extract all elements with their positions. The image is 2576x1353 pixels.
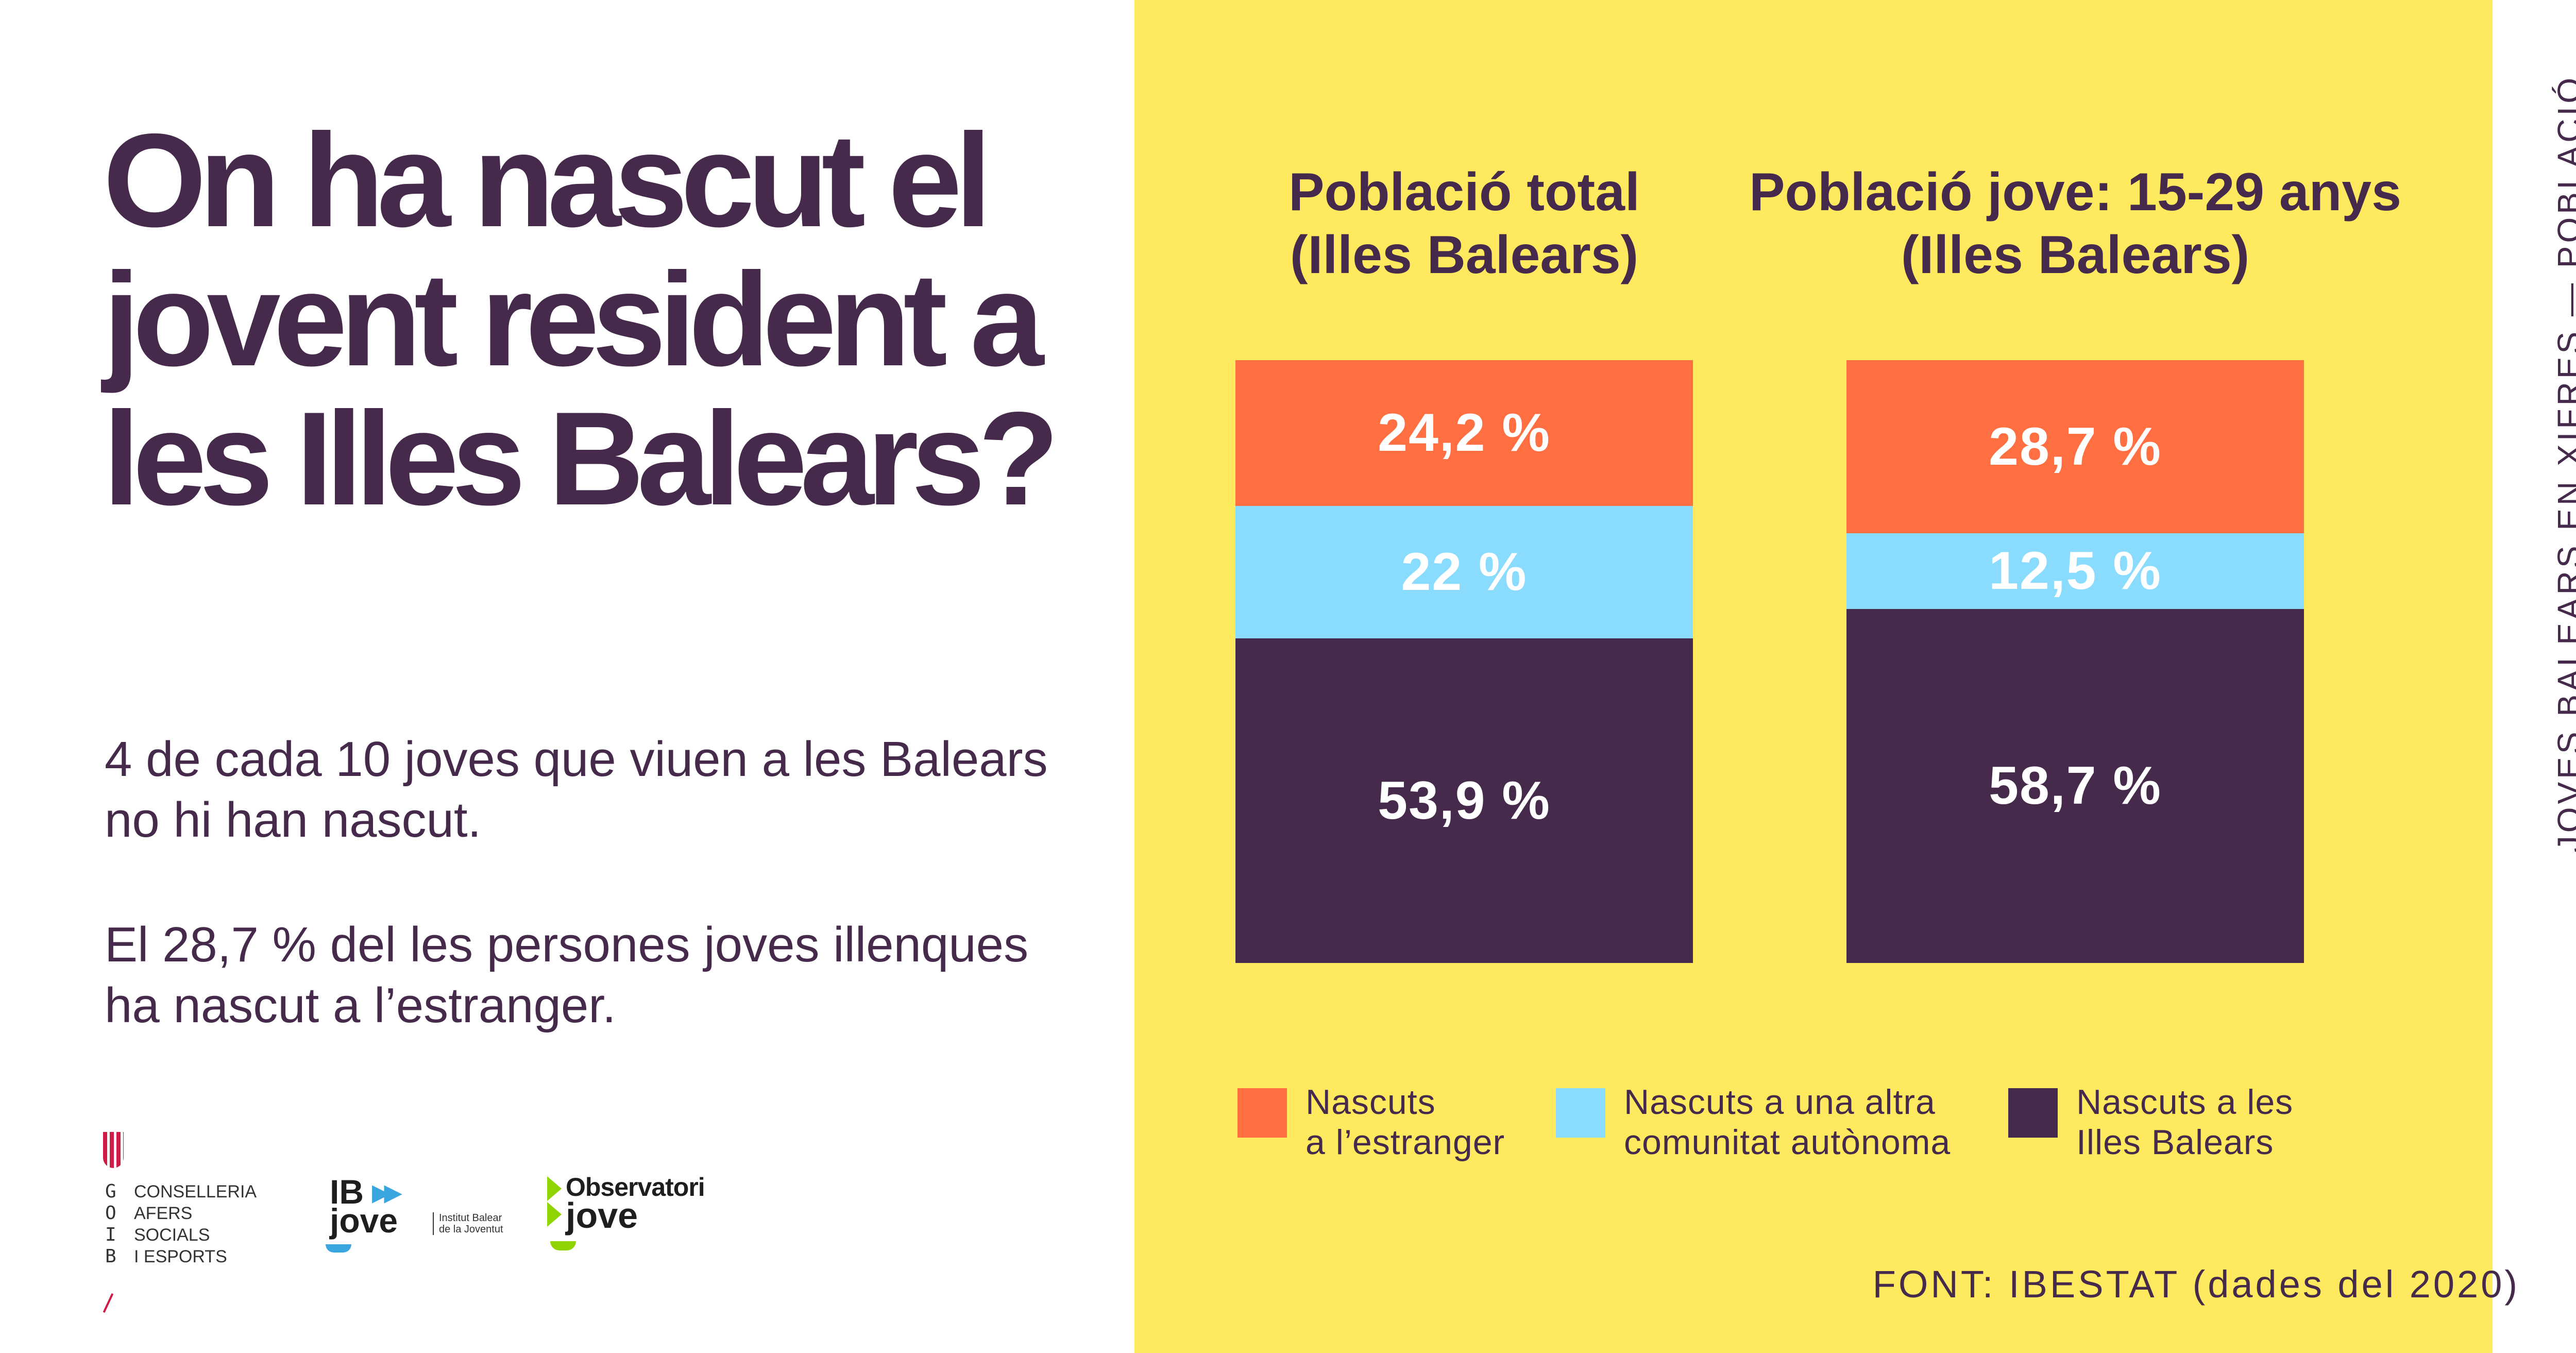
goib-letters: G O I B — [105, 1181, 116, 1267]
ibjove-logo: IB ▶▶ jove Institut Balear de la Joventu… — [326, 1173, 503, 1253]
play-icon — [547, 1176, 562, 1201]
observatori-jove: jove — [566, 1195, 638, 1236]
data-label: 28,7 % — [1989, 416, 2162, 477]
ibjove-jove: jove — [330, 1202, 398, 1240]
legend-swatch — [1556, 1088, 1605, 1138]
data-label: 12,5 % — [1989, 540, 2162, 601]
data-label: 58,7 % — [1989, 755, 2162, 816]
observatori-text: Observatori — [566, 1173, 705, 1202]
data-label: 53,9 % — [1378, 770, 1551, 831]
fast-forward-icon: ▶▶ — [372, 1179, 402, 1206]
detail-paragraph: El 28,7 % del les persones joves illenqu… — [105, 917, 1029, 1033]
legend-item-other-region: Nascuts a una altra comunitat autònoma — [1556, 1082, 1951, 1162]
ibjove-smile-icon — [326, 1244, 351, 1253]
legend-item-foreign: Nascuts a l’estranger — [1238, 1082, 1505, 1162]
bar-segment: 22 % — [1235, 505, 1693, 638]
bar-segment: 58,7 % — [1846, 608, 2304, 963]
bar-segment: 28,7 % — [1846, 360, 2304, 534]
title-line: les Illes Balears? — [103, 384, 1059, 533]
bar-segment: 12,5 % — [1846, 533, 2304, 609]
side-label: JOVES BALEARS EN XIFRES — POBLACIÓ — [2551, 75, 2576, 853]
category-title: Població total (Illes Balears) — [1289, 162, 1640, 285]
ibjove-ib: IB — [330, 1173, 364, 1211]
goib-slash-icon — [103, 1293, 114, 1313]
legend-item-balears: Nascuts a les Illes Balears — [2008, 1082, 2293, 1162]
legend-label: Nascuts a les Illes Balears — [2076, 1083, 2294, 1162]
data-label: 22 % — [1401, 542, 1528, 602]
title-line: On ha nascut el — [103, 106, 992, 255]
legend-swatch — [2008, 1088, 2058, 1138]
source-note: FONT: IBESTAT (dades del 2020) — [1872, 1263, 2520, 1306]
page-title: On ha nascut el jovent resident a les Il… — [103, 111, 1133, 528]
legend-label: Nascuts a una altra comunitat autònoma — [1624, 1083, 1951, 1162]
play-icon — [547, 1202, 562, 1227]
goib-logo: G O I B CONSELLERIA AFERS SOCIALS I ESPO… — [103, 1132, 257, 1313]
legend-label: Nascuts a l’estranger — [1306, 1083, 1505, 1162]
goib-shield-icon — [103, 1132, 124, 1168]
bar-segment: 24,2 % — [1235, 360, 1693, 506]
title-line: jovent resident a — [103, 245, 1044, 394]
category-title: Població jove: 15-29 anys (Illes Balears… — [1749, 162, 2401, 285]
legend-swatch — [1238, 1088, 1287, 1138]
observatori-smile-icon — [550, 1241, 576, 1250]
ibjove-subtitle: Institut Balear de la Joventut — [433, 1212, 542, 1235]
summary-paragraph: 4 de cada 10 joves que viuen a les Balea… — [105, 732, 1048, 848]
bar-segment: 53,9 % — [1235, 638, 1693, 963]
goib-department: CONSELLERIA AFERS SOCIALS I ESPORTS — [134, 1182, 257, 1266]
data-label: 24,2 % — [1378, 402, 1551, 463]
